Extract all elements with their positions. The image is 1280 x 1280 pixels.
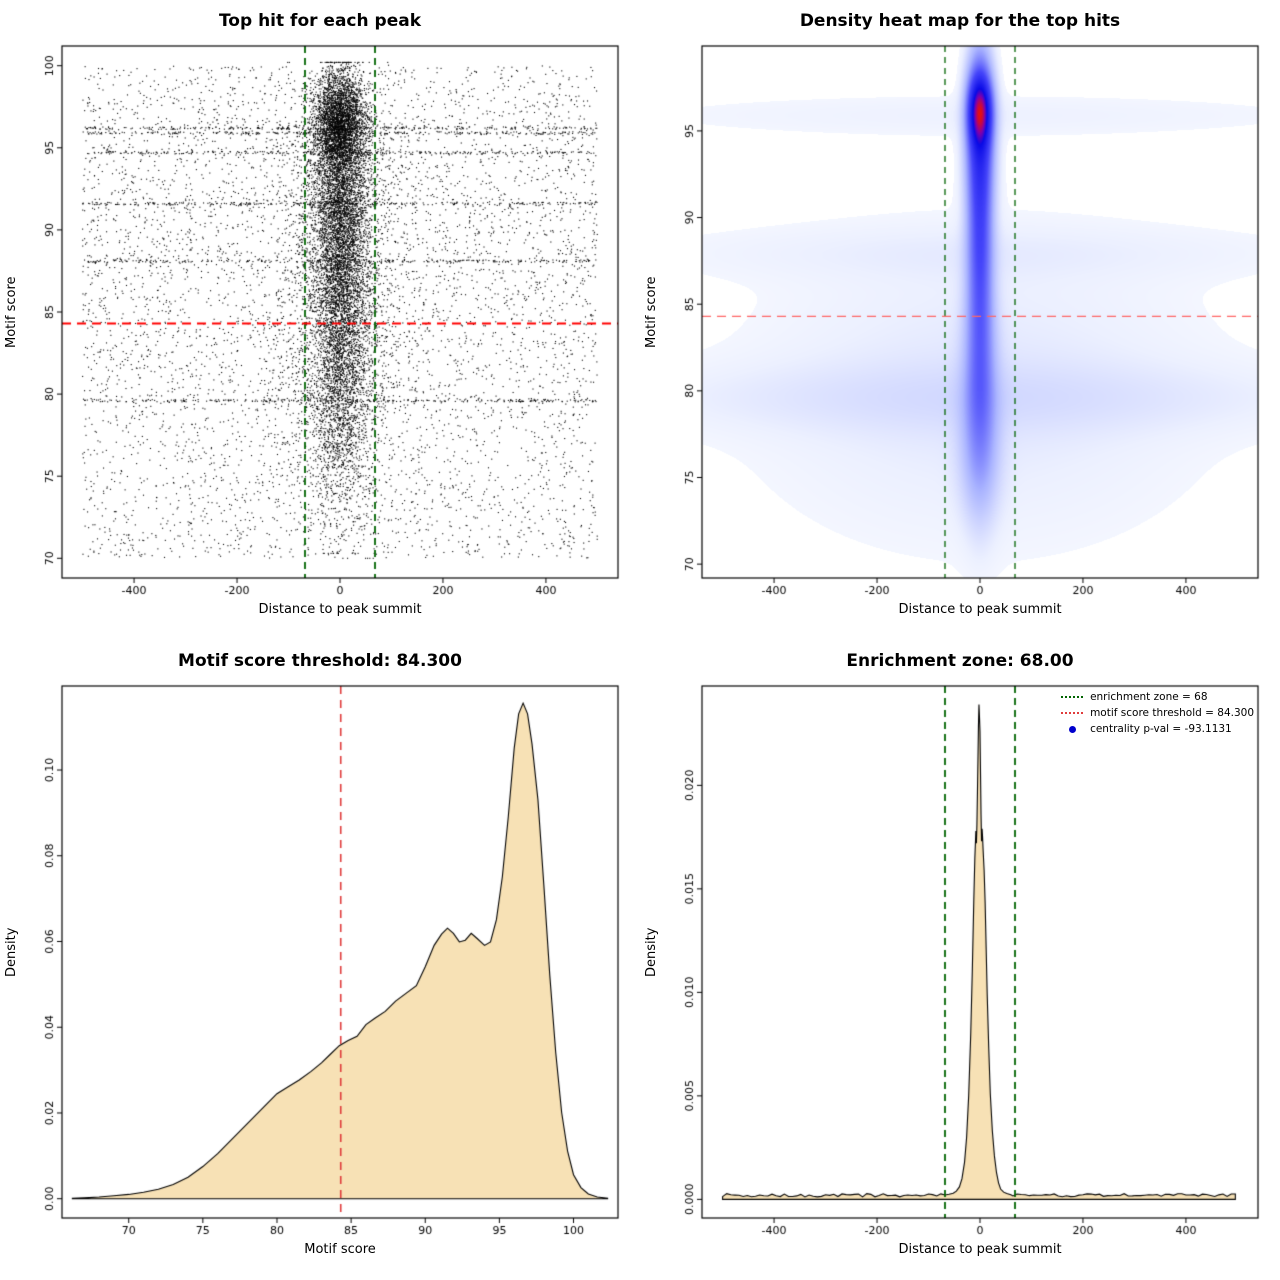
panel-title: Enrichment zone: 68.00 [846,651,1074,671]
x-axis-label: Distance to peak summit [258,602,422,617]
y-axis-label: Motif score [4,276,19,348]
red-dotted-line-icon [1059,712,1085,715]
legend-label: centrality p-val = -93.1131 [1090,723,1232,736]
blue-dot-icon [1059,725,1085,733]
panel-density-heatmap: Density heat map for the top hits Distan… [640,0,1280,640]
legend-item-centrality-pval: centrality p-val = -93.1131 [1059,722,1254,736]
panel-motif-score-threshold: Motif score threshold: 84.300 Motif scor… [0,640,640,1280]
x-axis-label: Motif score [304,1242,376,1257]
y-axis-label: Density [4,927,19,977]
legend-item-score-threshold: motif score threshold = 84.300 [1059,706,1254,720]
legend-label: motif score threshold = 84.300 [1090,707,1254,720]
panel-enrichment-zone: Enrichment zone: 68.00 Distance to peak … [640,640,1280,1280]
legend-item-enrichment-zone: enrichment zone = 68 [1059,690,1254,704]
y-axis-label: Motif score [644,276,659,348]
panel-title: Top hit for each peak [218,11,422,31]
panel-title: Motif score threshold: 84.300 [178,651,462,671]
plot-legend: enrichment zone = 68 motif score thresho… [1059,688,1254,739]
panel-top-hits-scatter: Top hit for each peak Distance to peak s… [0,0,640,640]
heatmap-canvas [640,0,1280,640]
y-axis-label: Density [644,927,659,977]
x-axis-label: Distance to peak summit [898,602,1062,617]
score-density-canvas [0,640,640,1280]
green-dotted-line-icon [1059,696,1085,699]
scatter-plot-canvas [0,0,640,640]
x-axis-label: Distance to peak summit [898,1242,1062,1257]
summit-density-canvas [640,640,1280,1280]
legend-label: enrichment zone = 68 [1090,691,1208,703]
panel-title: Density heat map for the top hits [799,11,1121,31]
